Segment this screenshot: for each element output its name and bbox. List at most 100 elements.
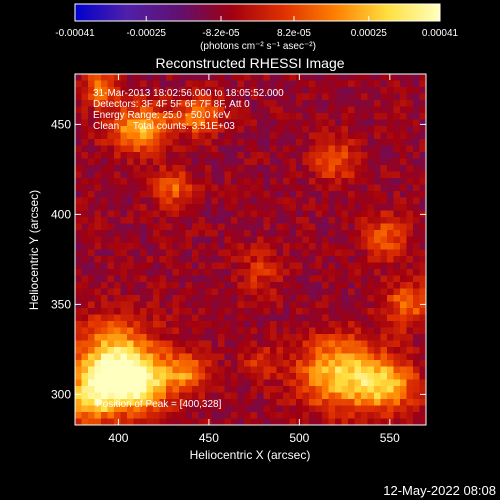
- heatmap-cell: [393, 210, 401, 218]
- heatmap-cell: [309, 334, 316, 341]
- heatmap-cell: [322, 132, 329, 140]
- heatmap-cell: [166, 119, 173, 127]
- heatmap-cell: [88, 418, 95, 426]
- heatmap-cell: [237, 308, 245, 315]
- heatmap-cell: [322, 243, 329, 250]
- heatmap-cell: [257, 360, 264, 367]
- heatmap-cell: [263, 178, 271, 185]
- heatmap-cell: [94, 360, 102, 367]
- heatmap-cell: [218, 301, 225, 309]
- heatmap-cell: [348, 353, 355, 361]
- heatmap-cell: [315, 373, 323, 380]
- heatmap-cell: [328, 113, 336, 120]
- heatmap-cell: [172, 197, 180, 205]
- heatmap-cell: [244, 373, 251, 380]
- heatmap-cell: [296, 139, 303, 146]
- heatmap-cell: [114, 405, 121, 413]
- heatmap-cell: [341, 223, 349, 231]
- heatmap-cell: [257, 340, 264, 348]
- heatmap-cell: [413, 87, 420, 94]
- heatmap-cell: [309, 158, 316, 166]
- heatmap-cell: [419, 321, 427, 328]
- heatmap-cell: [270, 347, 277, 354]
- heatmap-cell: [153, 139, 160, 146]
- heatmap-cell: [185, 321, 193, 328]
- heatmap-cell: [406, 80, 414, 88]
- heatmap-cell: [172, 360, 180, 367]
- heatmap-cell: [315, 119, 323, 127]
- peak-position-annotation: Position of Peak = [400,328]: [96, 399, 222, 410]
- heatmap-cell: [133, 347, 141, 354]
- heatmap-cell: [205, 301, 212, 309]
- heatmap-cell: [153, 347, 160, 354]
- heatmap-cell: [328, 217, 336, 224]
- heatmap-cell: [81, 158, 89, 166]
- heatmap-cell: [75, 87, 82, 94]
- heatmap-cell: [198, 308, 206, 315]
- heatmap-cell: [335, 334, 342, 341]
- heatmap-cell: [257, 236, 264, 244]
- heatmap-cell: [185, 87, 193, 94]
- heatmap-cell: [179, 204, 186, 211]
- heatmap-cell: [127, 340, 134, 348]
- heatmap-cell: [361, 334, 368, 341]
- heatmap-cell: [75, 217, 82, 224]
- heatmap-cell: [387, 184, 394, 192]
- heatmap-cell: [211, 327, 219, 335]
- heatmap-cell: [348, 132, 355, 140]
- heatmap-cell: [153, 405, 160, 413]
- heatmap-cell: [140, 405, 147, 413]
- heatmap-cell: [133, 353, 141, 361]
- heatmap-cell: [309, 301, 316, 309]
- heatmap-cell: [159, 340, 167, 348]
- heatmap-cell: [348, 373, 355, 380]
- heatmap-cell: [263, 360, 271, 367]
- heatmap-cell: [94, 191, 102, 198]
- heatmap-cell: [374, 145, 381, 153]
- heatmap-cell: [361, 269, 368, 276]
- heatmap-cell: [283, 269, 290, 276]
- heatmap-cell: [257, 184, 264, 192]
- heatmap-cell: [185, 308, 193, 315]
- heatmap-cell: [283, 327, 290, 335]
- heatmap-cell: [322, 171, 329, 179]
- heatmap-cell: [315, 87, 323, 94]
- heatmap-cell: [166, 373, 173, 380]
- heatmap-cell: [289, 308, 297, 315]
- heatmap-cell: [231, 269, 238, 276]
- heatmap-cell: [159, 139, 167, 146]
- heatmap-cell: [354, 295, 362, 302]
- heatmap-cell: [224, 314, 232, 322]
- heatmap-cell: [354, 236, 362, 244]
- heatmap-cell: [133, 210, 141, 218]
- heatmap-cell: [322, 158, 329, 166]
- heatmap-cell: [348, 100, 355, 107]
- heatmap-cell: [328, 308, 336, 315]
- heatmap-cell: [387, 119, 394, 127]
- heatmap-cell: [94, 373, 102, 380]
- heatmap-cell: [315, 236, 323, 244]
- heatmap-cell: [88, 158, 95, 166]
- heatmap-cell: [328, 106, 336, 114]
- heatmap-cell: [120, 80, 128, 88]
- heatmap-cell: [153, 100, 160, 107]
- heatmap-cell: [211, 145, 219, 153]
- heatmap-cell: [361, 379, 368, 387]
- heatmap-cell: [101, 210, 108, 218]
- heatmap-cell: [263, 347, 271, 354]
- heatmap-cell: [374, 80, 381, 88]
- heatmap-cell: [198, 113, 206, 120]
- heatmap-cell: [393, 93, 401, 101]
- heatmap-cell: [153, 418, 160, 426]
- heatmap-cell: [179, 249, 186, 257]
- heatmap-cell: [231, 204, 238, 211]
- heatmap-cell: [393, 295, 401, 302]
- heatmap-cell: [153, 262, 160, 270]
- heatmap-cell: [283, 158, 290, 166]
- heatmap-cell: [257, 301, 264, 309]
- heatmap-cell: [276, 373, 284, 380]
- heatmap-cell: [237, 184, 245, 192]
- heatmap-cell: [302, 256, 310, 263]
- heatmap-cell: [231, 347, 238, 354]
- heatmap-cell: [231, 275, 238, 283]
